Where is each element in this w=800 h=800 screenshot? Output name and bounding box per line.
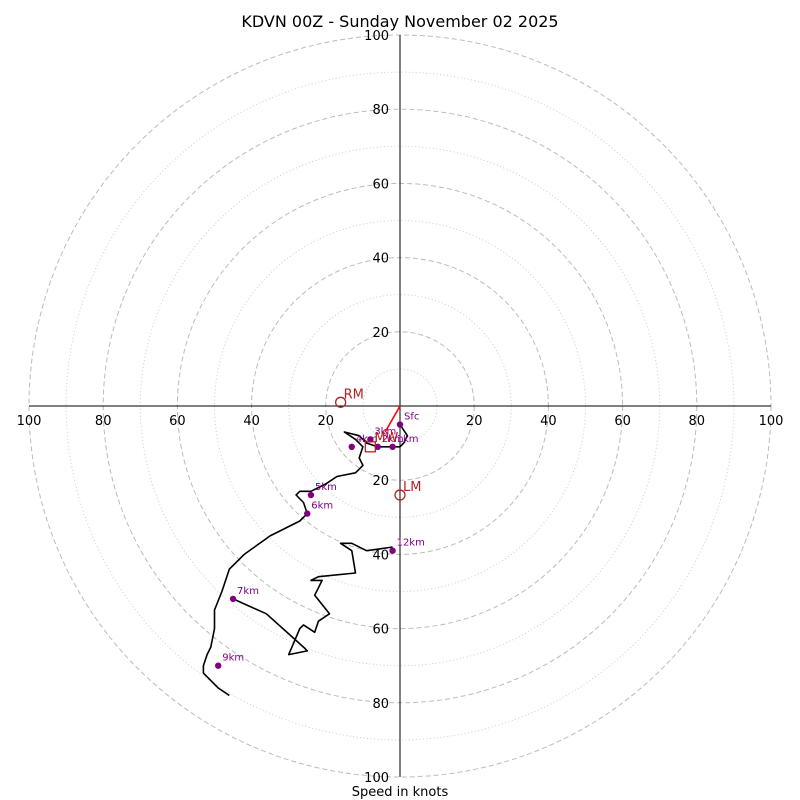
x-axis-label: Speed in knots xyxy=(352,785,449,800)
height-marker-7km xyxy=(229,595,237,603)
height-label-9km: 9km xyxy=(222,653,244,664)
storm-label-lm: LM xyxy=(403,480,421,495)
height-label-7km: 7km xyxy=(237,586,259,597)
height-label-5km: 5km xyxy=(315,482,337,493)
tick-x-neg-100: 100 xyxy=(17,414,42,429)
height-marker-12km xyxy=(389,547,396,554)
storm-label-mw: MW xyxy=(374,431,398,446)
height-label-4km: 4km xyxy=(356,434,378,445)
tick-x-neg-80: 80 xyxy=(95,414,112,429)
tick-y-pos-20: 20 xyxy=(372,326,389,341)
height-label-6km: 6km xyxy=(311,501,333,512)
storm-marker-mw xyxy=(364,441,376,453)
trace-upper xyxy=(232,542,393,656)
storm-label-rm: RM xyxy=(344,387,364,402)
height-marker-1km xyxy=(389,443,396,451)
tick-x-pos-100: 100 xyxy=(759,414,784,429)
height-label-sfc: Sfc xyxy=(404,412,419,423)
height-marker-5km xyxy=(307,491,315,499)
hodograph-trace xyxy=(202,405,409,697)
tick-x-pos-20: 20 xyxy=(466,414,483,429)
tick-labels: 20 20 20 20 40 40 40 40 60 60 60 60 80 80 80 80 100 100 10… xyxy=(17,29,784,786)
trace-lower xyxy=(202,424,409,697)
tick-x-pos-60: 60 xyxy=(614,414,631,429)
tick-y-pos-40: 40 xyxy=(372,252,389,267)
tick-y-pos-60: 60 xyxy=(372,177,389,192)
height-marker-4km xyxy=(348,443,355,451)
chart-title: KDVN 00Z - Sunday November 02 2025 xyxy=(241,12,558,31)
tick-y-neg-20: 20 xyxy=(372,474,389,489)
height-label-2km: 2km xyxy=(382,434,404,445)
height-marker-3km xyxy=(367,436,374,443)
tick-x-neg-40: 40 xyxy=(243,414,260,429)
tick-y-neg-100: 100 xyxy=(364,771,389,786)
height-label-12km: 12km xyxy=(397,538,425,549)
tick-y-pos-100: 100 xyxy=(364,29,389,44)
height-marker-9km xyxy=(215,662,222,669)
storm-motion-markers: RM LM MW xyxy=(334,387,421,501)
tick-y-neg-80: 80 xyxy=(372,697,389,712)
height-marker-2km xyxy=(374,443,381,451)
height-marker-sfc xyxy=(396,421,404,428)
shear-vector xyxy=(384,405,401,433)
tick-x-neg-60: 60 xyxy=(169,414,186,429)
tick-y-pos-80: 80 xyxy=(372,103,389,118)
tick-y-neg-40: 40 xyxy=(372,548,389,563)
tick-x-pos-80: 80 xyxy=(689,414,706,429)
storm-marker-lm xyxy=(394,489,406,501)
tick-y-neg-60: 60 xyxy=(372,623,389,638)
storm-marker-rm xyxy=(334,396,347,408)
height-label-1km: 1km xyxy=(397,434,419,445)
tick-x-neg-20: 20 xyxy=(318,414,335,429)
tick-x-pos-40: 40 xyxy=(540,414,557,429)
height-marker-6km xyxy=(304,510,311,517)
height-label-3km: 3km xyxy=(374,426,396,437)
